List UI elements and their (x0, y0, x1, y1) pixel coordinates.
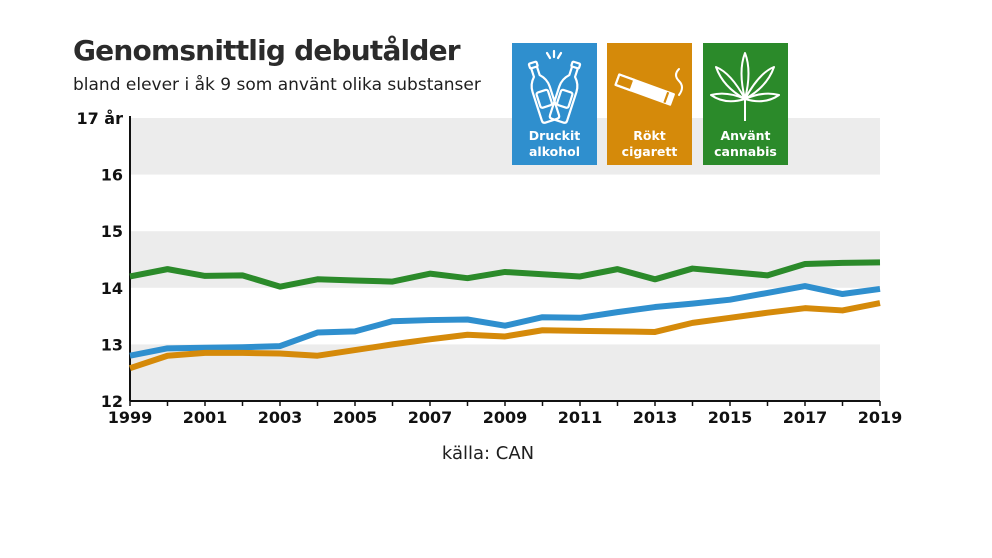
legend-item-cigarette: Rökt cigarett (607, 43, 692, 165)
legend-label-alcohol: Druckit alkohol (528, 128, 581, 159)
y-tick-label: 17 år (76, 109, 123, 128)
chart-subtitle: bland elever i åk 9 som använt olika sub… (73, 75, 481, 95)
series-line-druckit-alkohol (129, 283, 881, 359)
x-tick-label: 2017 (783, 408, 828, 427)
x-tick-label: 1999 (108, 408, 153, 427)
y-tick-label: 14 (101, 279, 123, 298)
legend-label-cigarette: Rökt cigarett (621, 128, 678, 159)
x-tick-label: 2007 (408, 408, 453, 427)
y-tick-label: 15 (101, 222, 123, 241)
y-tick-label: 12 (101, 392, 123, 411)
legend-item-alcohol: Druckit alkohol (512, 43, 597, 165)
source-note: källa: CAN (441, 443, 535, 464)
x-tick-label: 2003 (258, 408, 303, 427)
x-tick-label: 2015 (708, 408, 753, 427)
x-tick-label: 2013 (633, 408, 678, 427)
legend-item-cannabis: Använt cannabis (703, 43, 788, 165)
cannabis-leaf-icon (710, 52, 780, 121)
legend-label-cannabis: Använt cannabis (714, 128, 777, 159)
x-tick-label: 2019 (858, 408, 903, 427)
series-line-rökt-cigarett (129, 300, 881, 372)
cigarette-icon (614, 68, 683, 106)
y-tick-label: 13 (101, 335, 123, 354)
x-tick-label: 2005 (333, 408, 378, 427)
beer-bottles-icon (527, 49, 582, 124)
grid-band (130, 231, 880, 288)
x-tick-label: 2011 (558, 408, 603, 427)
x-tick-label: 2009 (483, 408, 528, 427)
x-tick-label: 2001 (183, 408, 228, 427)
y-tick-label: 16 (101, 166, 123, 185)
series-line-använt-cannabis (129, 259, 881, 290)
chart-title: Genomsnittlig debutålder (73, 34, 461, 67)
